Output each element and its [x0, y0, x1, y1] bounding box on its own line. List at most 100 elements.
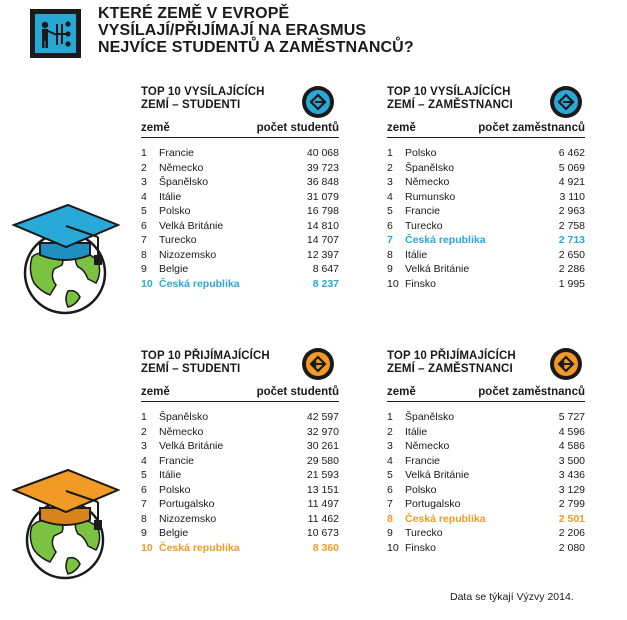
column-header-count: počet zaměstnanců [478, 386, 585, 398]
country-cell: Belgie [159, 527, 189, 539]
table-body: 1 Polsko 6 462 2 Španělsko 5 069 3 Německo 4 921… [387, 146, 585, 291]
value-cell: 8 647 [312, 263, 339, 275]
table-row: 1 Španělsko 42 597 [141, 410, 339, 425]
country-cell: Německo [159, 425, 204, 438]
rank-cell: 2 [387, 425, 393, 438]
rank-cell: 2 [141, 161, 147, 174]
section-title-line: ZEMÍ – ZAMĚSTNANCI [387, 99, 513, 111]
table-header: země počet studentů [141, 122, 339, 138]
table-row: 6 Velká Británie 14 810 [141, 219, 339, 234]
graduation-globe-blue-icon [11, 203, 120, 315]
table-row: 9 Turecko 2 206 [387, 526, 585, 541]
table-row: 1 Polsko 6 462 [387, 146, 585, 161]
rank-cell: 9 [387, 527, 393, 539]
table-row: 7 Turecko 14 707 [141, 233, 339, 248]
value-cell: 14 707 [306, 234, 339, 246]
value-cell: 30 261 [306, 440, 339, 452]
country-cell: Polsko [159, 205, 191, 217]
table-header: země počet studentů [141, 386, 339, 402]
rank-cell: 5 [387, 205, 393, 217]
table-row: 3 Španělsko 36 848 [141, 175, 339, 190]
rank-cell: 8 [387, 248, 393, 261]
section-title-line: TOP 10 PŘIJÍMAJÍCÍCH [141, 350, 270, 362]
rank-cell: 4 [141, 190, 147, 203]
table-row: 10 Česká republika 8 360 [141, 541, 339, 556]
column-header-count: počet studentů [256, 386, 339, 398]
value-cell: 29 580 [306, 454, 339, 467]
value-cell: 4 921 [558, 176, 585, 188]
table-row: 4 Itálie 31 079 [141, 190, 339, 205]
table-row: 4 Francie 3 500 [387, 454, 585, 469]
value-cell: 11 462 [307, 512, 339, 525]
table-row: 10 Česká republika 8 237 [141, 277, 339, 292]
value-cell: 8 237 [312, 277, 339, 290]
title-line: VYSÍLAJÍ/PŘIJÍMAJÍ NA ERASMUS [98, 22, 367, 39]
country-cell: Portugalsko [159, 498, 215, 510]
value-cell: 11 497 [307, 498, 339, 510]
rank-cell: 3 [387, 440, 393, 452]
column-header-country: země [387, 386, 416, 398]
country-cell: Velká Británie [159, 440, 224, 452]
value-cell: 2 758 [558, 219, 585, 232]
rank-cell: 7 [387, 498, 393, 510]
column-header-count: počet studentů [256, 122, 339, 134]
country-cell: Francie [405, 205, 441, 217]
value-cell: 12 397 [306, 248, 339, 261]
table-row: 3 Německo 4 586 [387, 439, 585, 454]
value-cell: 2 501 [558, 512, 585, 525]
rank-cell: 2 [387, 161, 393, 174]
table-row: 8 Nizozemsko 11 462 [141, 512, 339, 527]
country-cell: Itálie [405, 248, 428, 261]
section-title-line: ZEMÍ – ZAMĚSTNANCI [387, 363, 513, 375]
table-row: 6 Polsko 3 129 [387, 483, 585, 498]
incoming-arrow-orange-icon [302, 348, 334, 380]
table-row: 2 Španělsko 5 069 [387, 161, 585, 176]
table-row: 8 Česká republika 2 501 [387, 512, 585, 527]
country-cell: Itálie [159, 469, 182, 481]
footnote: Data se týkají Výzvy 2014. [450, 591, 574, 603]
rank-cell: 7 [141, 234, 147, 246]
value-cell: 2 713 [558, 234, 585, 246]
table-sending-staff: TOP 10 VYSÍLAJÍCÍCH ZEMÍ – ZAMĚSTNANCI z… [387, 86, 585, 291]
rank-cell: 6 [141, 483, 147, 496]
country-cell: Velká Británie [405, 263, 470, 275]
rank-cell: 8 [141, 512, 147, 525]
value-cell: 5 069 [558, 161, 585, 174]
value-cell: 4 596 [558, 425, 585, 438]
country-cell: Turecko [159, 234, 197, 246]
value-cell: 31 079 [306, 190, 339, 203]
rank-cell: 3 [387, 176, 393, 188]
rank-cell: 3 [141, 176, 147, 188]
table-body: 1 Španělsko 5 727 2 Itálie 4 596 3 Německo 4 586… [387, 410, 585, 555]
table-row: 1 Francie 40 068 [141, 146, 339, 161]
rank-cell: 10 [141, 541, 153, 554]
table-row: 7 Česká republika 2 713 [387, 233, 585, 248]
rank-cell: 4 [387, 454, 393, 467]
section-title-line: TOP 10 VYSÍLAJÍCÍCH [387, 86, 511, 98]
table-row: 6 Turecko 2 758 [387, 219, 585, 234]
table-row: 7 Portugalsko 2 799 [387, 497, 585, 512]
rank-cell: 8 [387, 512, 393, 525]
value-cell: 10 673 [306, 527, 339, 539]
section-title: TOP 10 VYSÍLAJÍCÍCH ZEMÍ – STUDENTI [141, 86, 339, 122]
rank-cell: 7 [387, 234, 393, 246]
table-body: 1 Francie 40 068 2 Německo 39 723 3 Španělsko 36… [141, 146, 339, 291]
table-row: 3 Německo 4 921 [387, 175, 585, 190]
value-cell: 16 798 [306, 205, 339, 217]
value-cell: 2 286 [558, 263, 585, 275]
infographic-logo-icon [30, 9, 81, 58]
country-cell: Německo [405, 440, 450, 452]
title-line: NEJVÍCE STUDENTŮ A ZAMĚSTNANCŮ? [98, 39, 414, 56]
country-cell: Finsko [405, 277, 436, 290]
table-row: 4 Rumunsko 3 110 [387, 190, 585, 205]
rank-cell: 10 [387, 277, 399, 290]
country-cell: Španělsko [159, 411, 209, 423]
graduation-globe-orange-icon [11, 468, 120, 580]
value-cell: 36 848 [306, 176, 339, 188]
section-title-line: TOP 10 PŘIJÍMAJÍCÍCH [387, 350, 516, 362]
table-row: 9 Belgie 10 673 [141, 526, 339, 541]
country-cell: Turecko [405, 527, 443, 539]
rank-cell: 10 [387, 541, 399, 554]
rank-cell: 4 [141, 454, 147, 467]
rank-cell: 5 [387, 469, 393, 481]
